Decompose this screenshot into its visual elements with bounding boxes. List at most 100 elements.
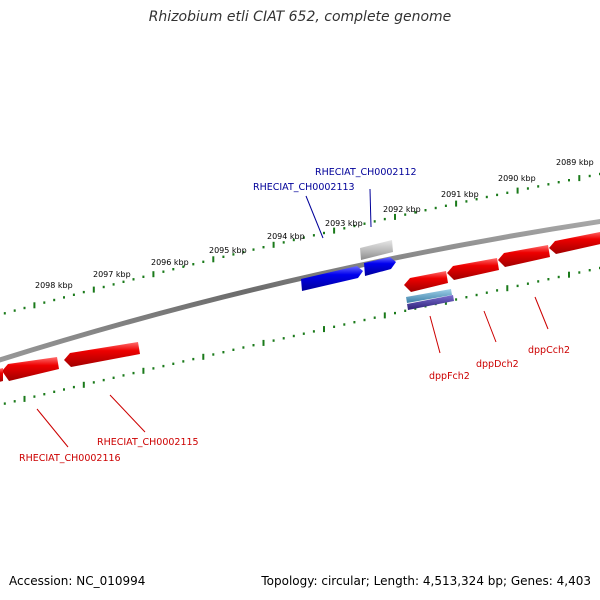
minor-tick [53, 298, 56, 302]
minor-tick [485, 195, 488, 199]
purple-feature[interactable] [407, 295, 454, 310]
minor-tick [333, 325, 336, 328]
gene-arrow-rheciat-ch0002112[interactable] [364, 257, 396, 276]
minor-tick [353, 321, 356, 324]
minor-tick [252, 344, 255, 347]
minor-tick [496, 193, 499, 197]
minor-tick [162, 364, 165, 368]
major-tick [92, 286, 95, 293]
minor-tick [232, 253, 235, 256]
major-tick [506, 285, 509, 292]
major-tick [516, 187, 519, 194]
minor-tick [455, 298, 458, 301]
kbp-label: 2098 kbp [35, 281, 73, 290]
minor-tick [172, 362, 175, 365]
major-tick [23, 395, 26, 402]
minor-tick [414, 307, 417, 310]
minor-tick [526, 187, 529, 190]
minor-tick [92, 381, 95, 384]
minor-tick [343, 323, 346, 326]
leader-dppfch2 [429, 315, 441, 354]
map-title: Rhizobium etli CIAT 652, complete genome [148, 9, 452, 25]
leader-rheciat-ch0002115 [109, 394, 146, 433]
minor-tick [506, 191, 509, 194]
major-tick [568, 271, 570, 278]
minor-tick [537, 280, 540, 283]
minor-tick [353, 224, 356, 228]
minor-tick [547, 183, 550, 186]
minor-tick [43, 393, 46, 396]
minor-tick [72, 385, 75, 389]
minor-tick [434, 206, 437, 210]
minor-tick [122, 280, 125, 283]
minor-tick [588, 174, 591, 178]
gene-arrow-rheciat-ch0002113[interactable] [301, 266, 363, 291]
minor-tick [272, 339, 275, 342]
minor-tick [112, 376, 115, 379]
gene-arrow-dppfch2[interactable] [404, 271, 448, 292]
topology-text: Topology: circular; Length: 4,513,324 bp… [261, 574, 591, 588]
kbp-label: 2096 kbp [151, 258, 189, 267]
kbp-label: 2089 kbp [556, 158, 594, 167]
minor-tick [465, 296, 468, 299]
major-tick [333, 227, 336, 234]
teal-feature[interactable] [406, 289, 452, 303]
leader-dppcch2 [534, 296, 549, 330]
minor-tick [312, 330, 315, 333]
minor-tick [102, 285, 105, 289]
kbp-label: 2094 kbp [267, 232, 305, 241]
minor-tick [132, 278, 135, 281]
major-tick [202, 353, 205, 360]
label-rheciat-ch0002112: RHECIAT_CH0002112 [315, 167, 417, 178]
major-tick [142, 367, 145, 374]
kbp-label: 2097 kbp [93, 270, 131, 279]
genome-backbone [0, 218, 600, 363]
minor-tick [383, 217, 386, 221]
minor-tick [152, 367, 155, 370]
kbp-label: 2095 kbp [209, 246, 247, 255]
minor-tick [323, 231, 325, 235]
gene-arrow-dppdch2[interactable] [447, 258, 499, 280]
minor-tick [242, 250, 245, 254]
minor-tick [547, 278, 550, 281]
leader-rheciat-ch0002112 [369, 188, 372, 228]
gene-arrow-rheciat-ch0002116[interactable] [2, 357, 59, 381]
minor-tick [363, 318, 366, 322]
minor-tick [232, 348, 235, 351]
minor-tick [363, 222, 366, 225]
major-tick [82, 381, 85, 388]
forward-genes [301, 240, 396, 291]
minor-tick [557, 275, 560, 279]
minor-tick [444, 204, 447, 207]
minor-tick [424, 209, 427, 212]
minor-tick [414, 211, 417, 214]
gene-arrow-dppcch2[interactable] [498, 245, 550, 267]
minor-tick [496, 289, 499, 292]
minor-tick [142, 275, 145, 278]
minor-tick [292, 238, 295, 242]
minor-tick [465, 200, 468, 203]
gene-arrow-edge[interactable] [0, 368, 3, 383]
minor-tick [13, 309, 16, 312]
pseudo-gene-block[interactable] [360, 240, 393, 260]
minor-tick [485, 291, 488, 294]
minor-tick [3, 402, 6, 405]
gene-arrow-next[interactable] [549, 231, 600, 254]
minor-tick [252, 248, 255, 251]
accession-text: Accession: NC_010994 [9, 574, 146, 588]
minor-tick [302, 236, 305, 239]
minor-tick [172, 268, 175, 271]
label-rheciat-ch0002113: RHECIAT_CH0002113 [253, 182, 355, 193]
ruler-labels: 2089 kbp 2090 kbp 2091 kbp 2092 kbp 2093… [35, 158, 594, 290]
minor-tick [132, 371, 135, 375]
kbp-label: 2090 kbp [498, 174, 536, 183]
minor-tick [43, 301, 46, 304]
major-tick [152, 271, 155, 278]
gene-arrow-rheciat-ch0002115[interactable] [64, 342, 140, 367]
major-tick [272, 241, 275, 248]
minor-tick [302, 332, 305, 335]
minor-tick [404, 213, 407, 216]
major-tick [262, 339, 265, 346]
reverse-genes [0, 231, 600, 383]
